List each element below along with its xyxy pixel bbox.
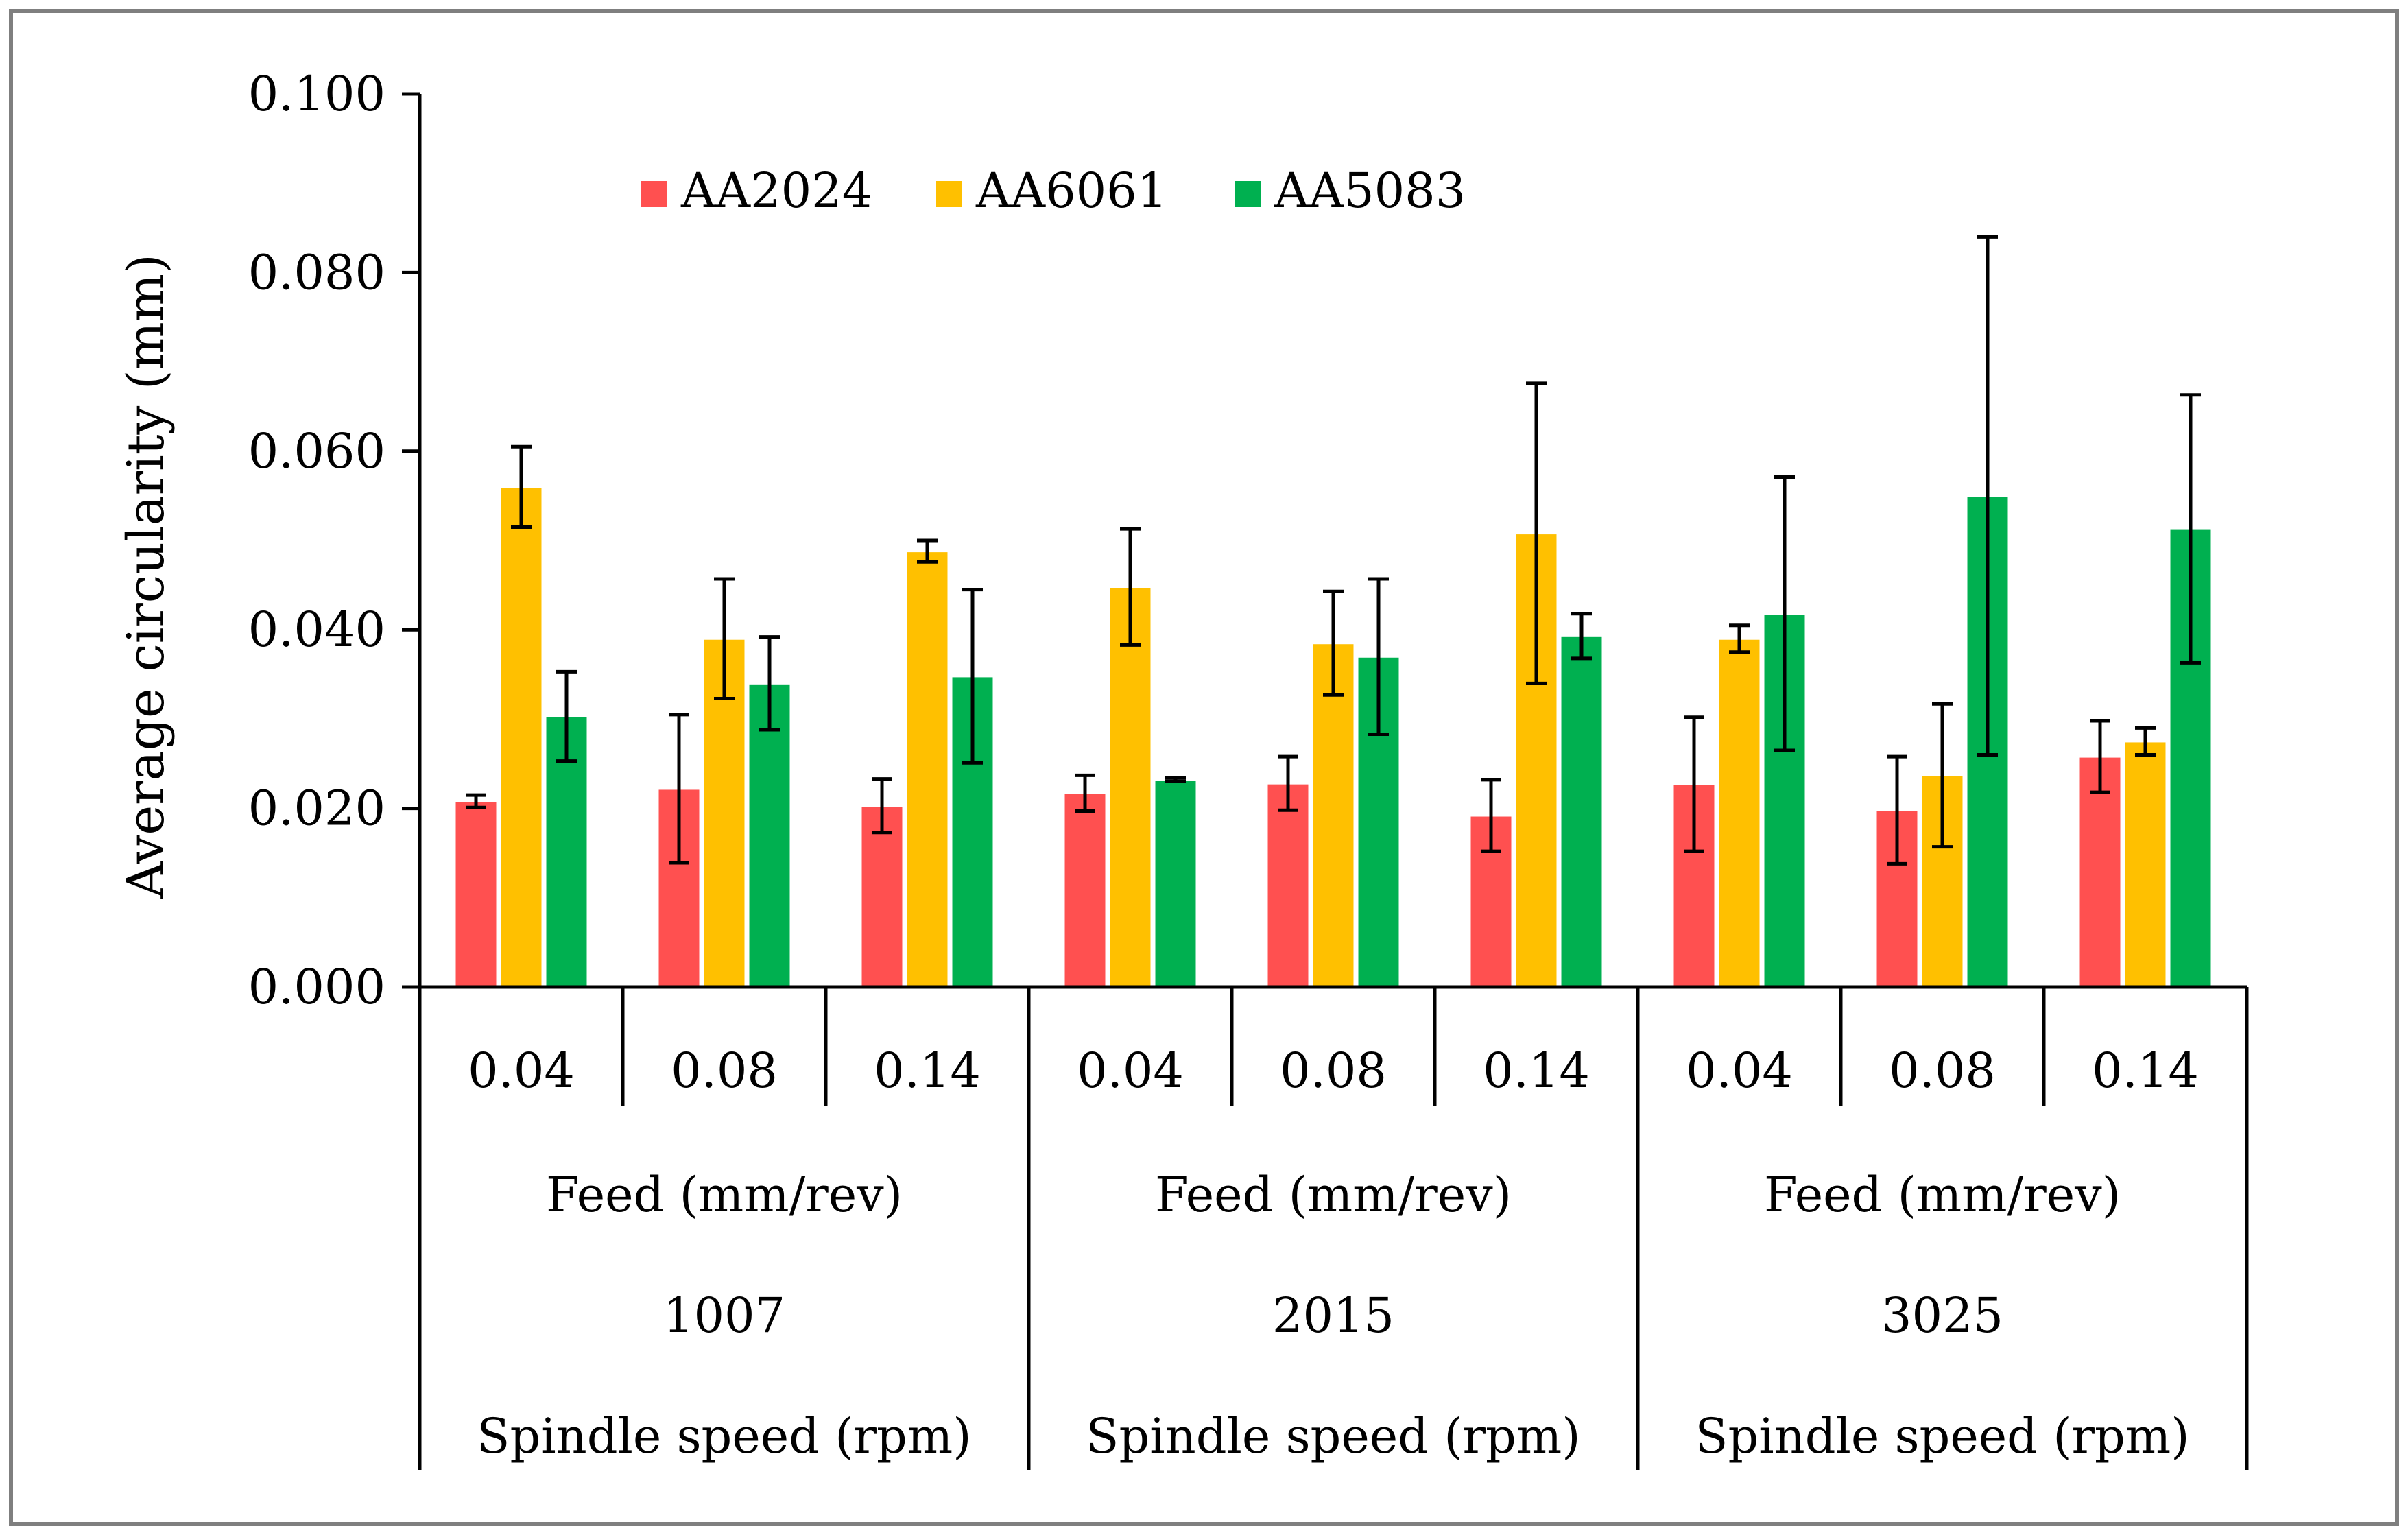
bar-aa6061-3 xyxy=(905,550,950,988)
legend: AA2024 AA6061 AA5083 xyxy=(641,163,1466,219)
error-bar-aa5083-3 xyxy=(962,588,983,765)
spindle-speed-label: Spindle speed (rpm) xyxy=(1086,1408,1580,1464)
legend-item-aa2024: AA2024 xyxy=(641,163,872,219)
error-bar-aa5083-6 xyxy=(1571,612,1592,661)
bar-aa2024-3 xyxy=(859,805,905,988)
legend-swatch xyxy=(936,181,962,207)
error-bar-aa5083-7 xyxy=(1774,475,1795,752)
legend-label: AA6061 xyxy=(975,163,1167,219)
spindle-speed-value: 3025 xyxy=(1881,1287,2003,1344)
chart-border xyxy=(9,9,2399,1526)
error-bar-aa2024-3 xyxy=(872,777,892,835)
error-bar-aa5083-5 xyxy=(1368,577,1389,737)
bar-aa2024-9 xyxy=(2077,755,2123,988)
y-tick-label: 0.000 xyxy=(248,959,385,1015)
feed-tick-label: 0.04 xyxy=(1077,1043,1184,1099)
error-bar-aa6061-6 xyxy=(1526,381,1547,685)
error-bar-aa6061-2 xyxy=(714,577,735,700)
bar-aa6061-4 xyxy=(1108,586,1153,988)
error-bar-aa6061-7 xyxy=(1729,623,1750,654)
bar-aa6061-7 xyxy=(1717,637,1762,988)
error-bar-aa5083-2 xyxy=(759,635,780,732)
legend-item-aa6061: AA6061 xyxy=(936,163,1167,219)
bar-aa2024-5 xyxy=(1265,782,1311,988)
error-bar-aa5083-4 xyxy=(1165,776,1186,784)
error-bar-aa2024-8 xyxy=(1887,754,1907,866)
bar-aa2024-4 xyxy=(1062,792,1108,988)
legend-label: AA2024 xyxy=(680,163,872,219)
y-axis-label: Average circularity (mm) xyxy=(117,254,176,899)
feed-tick-label: 0.04 xyxy=(468,1043,575,1099)
error-bar-aa6061-9 xyxy=(2135,726,2156,757)
error-bar-aa2024-6 xyxy=(1481,778,1501,853)
error-bar-aa2024-7 xyxy=(1684,715,1704,853)
feed-tick-label: 0.04 xyxy=(1686,1043,1793,1099)
bar-aa6061-9 xyxy=(2123,740,2168,988)
error-bar-aa2024-5 xyxy=(1278,754,1298,812)
feed-axis-label: Feed (mm/rev) xyxy=(1155,1167,1512,1223)
error-bar-aa6061-1 xyxy=(511,444,532,529)
error-bars xyxy=(466,235,2201,866)
error-bar-aa2024-1 xyxy=(466,793,486,809)
error-bar-aa5083-1 xyxy=(556,669,577,763)
error-bar-aa6061-8 xyxy=(1932,702,1953,849)
legend-swatch xyxy=(1235,181,1261,207)
bar-aa5083-4 xyxy=(1153,778,1198,988)
bar-aa2024-1 xyxy=(453,800,499,988)
error-bar-aa5083-8 xyxy=(1977,235,1998,757)
spindle-speed-label: Spindle speed (rpm) xyxy=(1695,1408,2189,1464)
feed-tick-label: 0.14 xyxy=(2092,1043,2199,1099)
y-tick-label: 0.100 xyxy=(248,66,385,122)
y-tick-label: 0.060 xyxy=(248,423,385,479)
feed-tick-label: 0.08 xyxy=(671,1043,778,1099)
error-bar-aa6061-4 xyxy=(1120,527,1141,647)
error-bar-aa6061-3 xyxy=(917,538,938,564)
feed-axis-label: Feed (mm/rev) xyxy=(546,1167,903,1223)
legend-item-aa5083: AA5083 xyxy=(1235,163,1466,219)
x-axis: 0.04 0.08 0.14 Feed (mm/rev) 1007 Spindle spe… xyxy=(402,985,2249,1470)
error-bar-aa5083-9 xyxy=(2180,393,2201,665)
spindle-speed-value: 2015 xyxy=(1272,1287,1394,1344)
legend-swatch xyxy=(641,181,667,207)
feed-tick-label: 0.14 xyxy=(1483,1043,1590,1099)
error-bar-aa6061-5 xyxy=(1323,589,1344,697)
feed-tick-label: 0.14 xyxy=(874,1043,981,1099)
error-bar-aa2024-9 xyxy=(2090,719,2110,794)
spindle-speed-value: 1007 xyxy=(663,1287,785,1344)
feed-axis-label: Feed (mm/rev) xyxy=(1764,1167,2121,1223)
y-tick-label: 0.040 xyxy=(248,602,385,658)
legend-label: AA5083 xyxy=(1274,163,1466,219)
bar-aa6061-5 xyxy=(1311,642,1356,988)
error-bar-aa2024-2 xyxy=(669,713,689,865)
y-tick-label: 0.080 xyxy=(248,244,385,300)
error-bar-aa2024-4 xyxy=(1075,773,1095,813)
y-axis: 0.000 0.020 0.040 0.060 0.080 0.100 xyxy=(248,66,422,1015)
bars xyxy=(453,486,2213,988)
feed-tick-label: 0.08 xyxy=(1280,1043,1387,1099)
bar-aa5083-6 xyxy=(1559,634,1604,988)
feed-tick-label: 0.08 xyxy=(1889,1043,1996,1099)
spindle-speed-label: Spindle speed (rpm) xyxy=(477,1408,971,1464)
y-tick-label: 0.020 xyxy=(248,781,385,837)
bar-aa6061-1 xyxy=(499,486,544,988)
